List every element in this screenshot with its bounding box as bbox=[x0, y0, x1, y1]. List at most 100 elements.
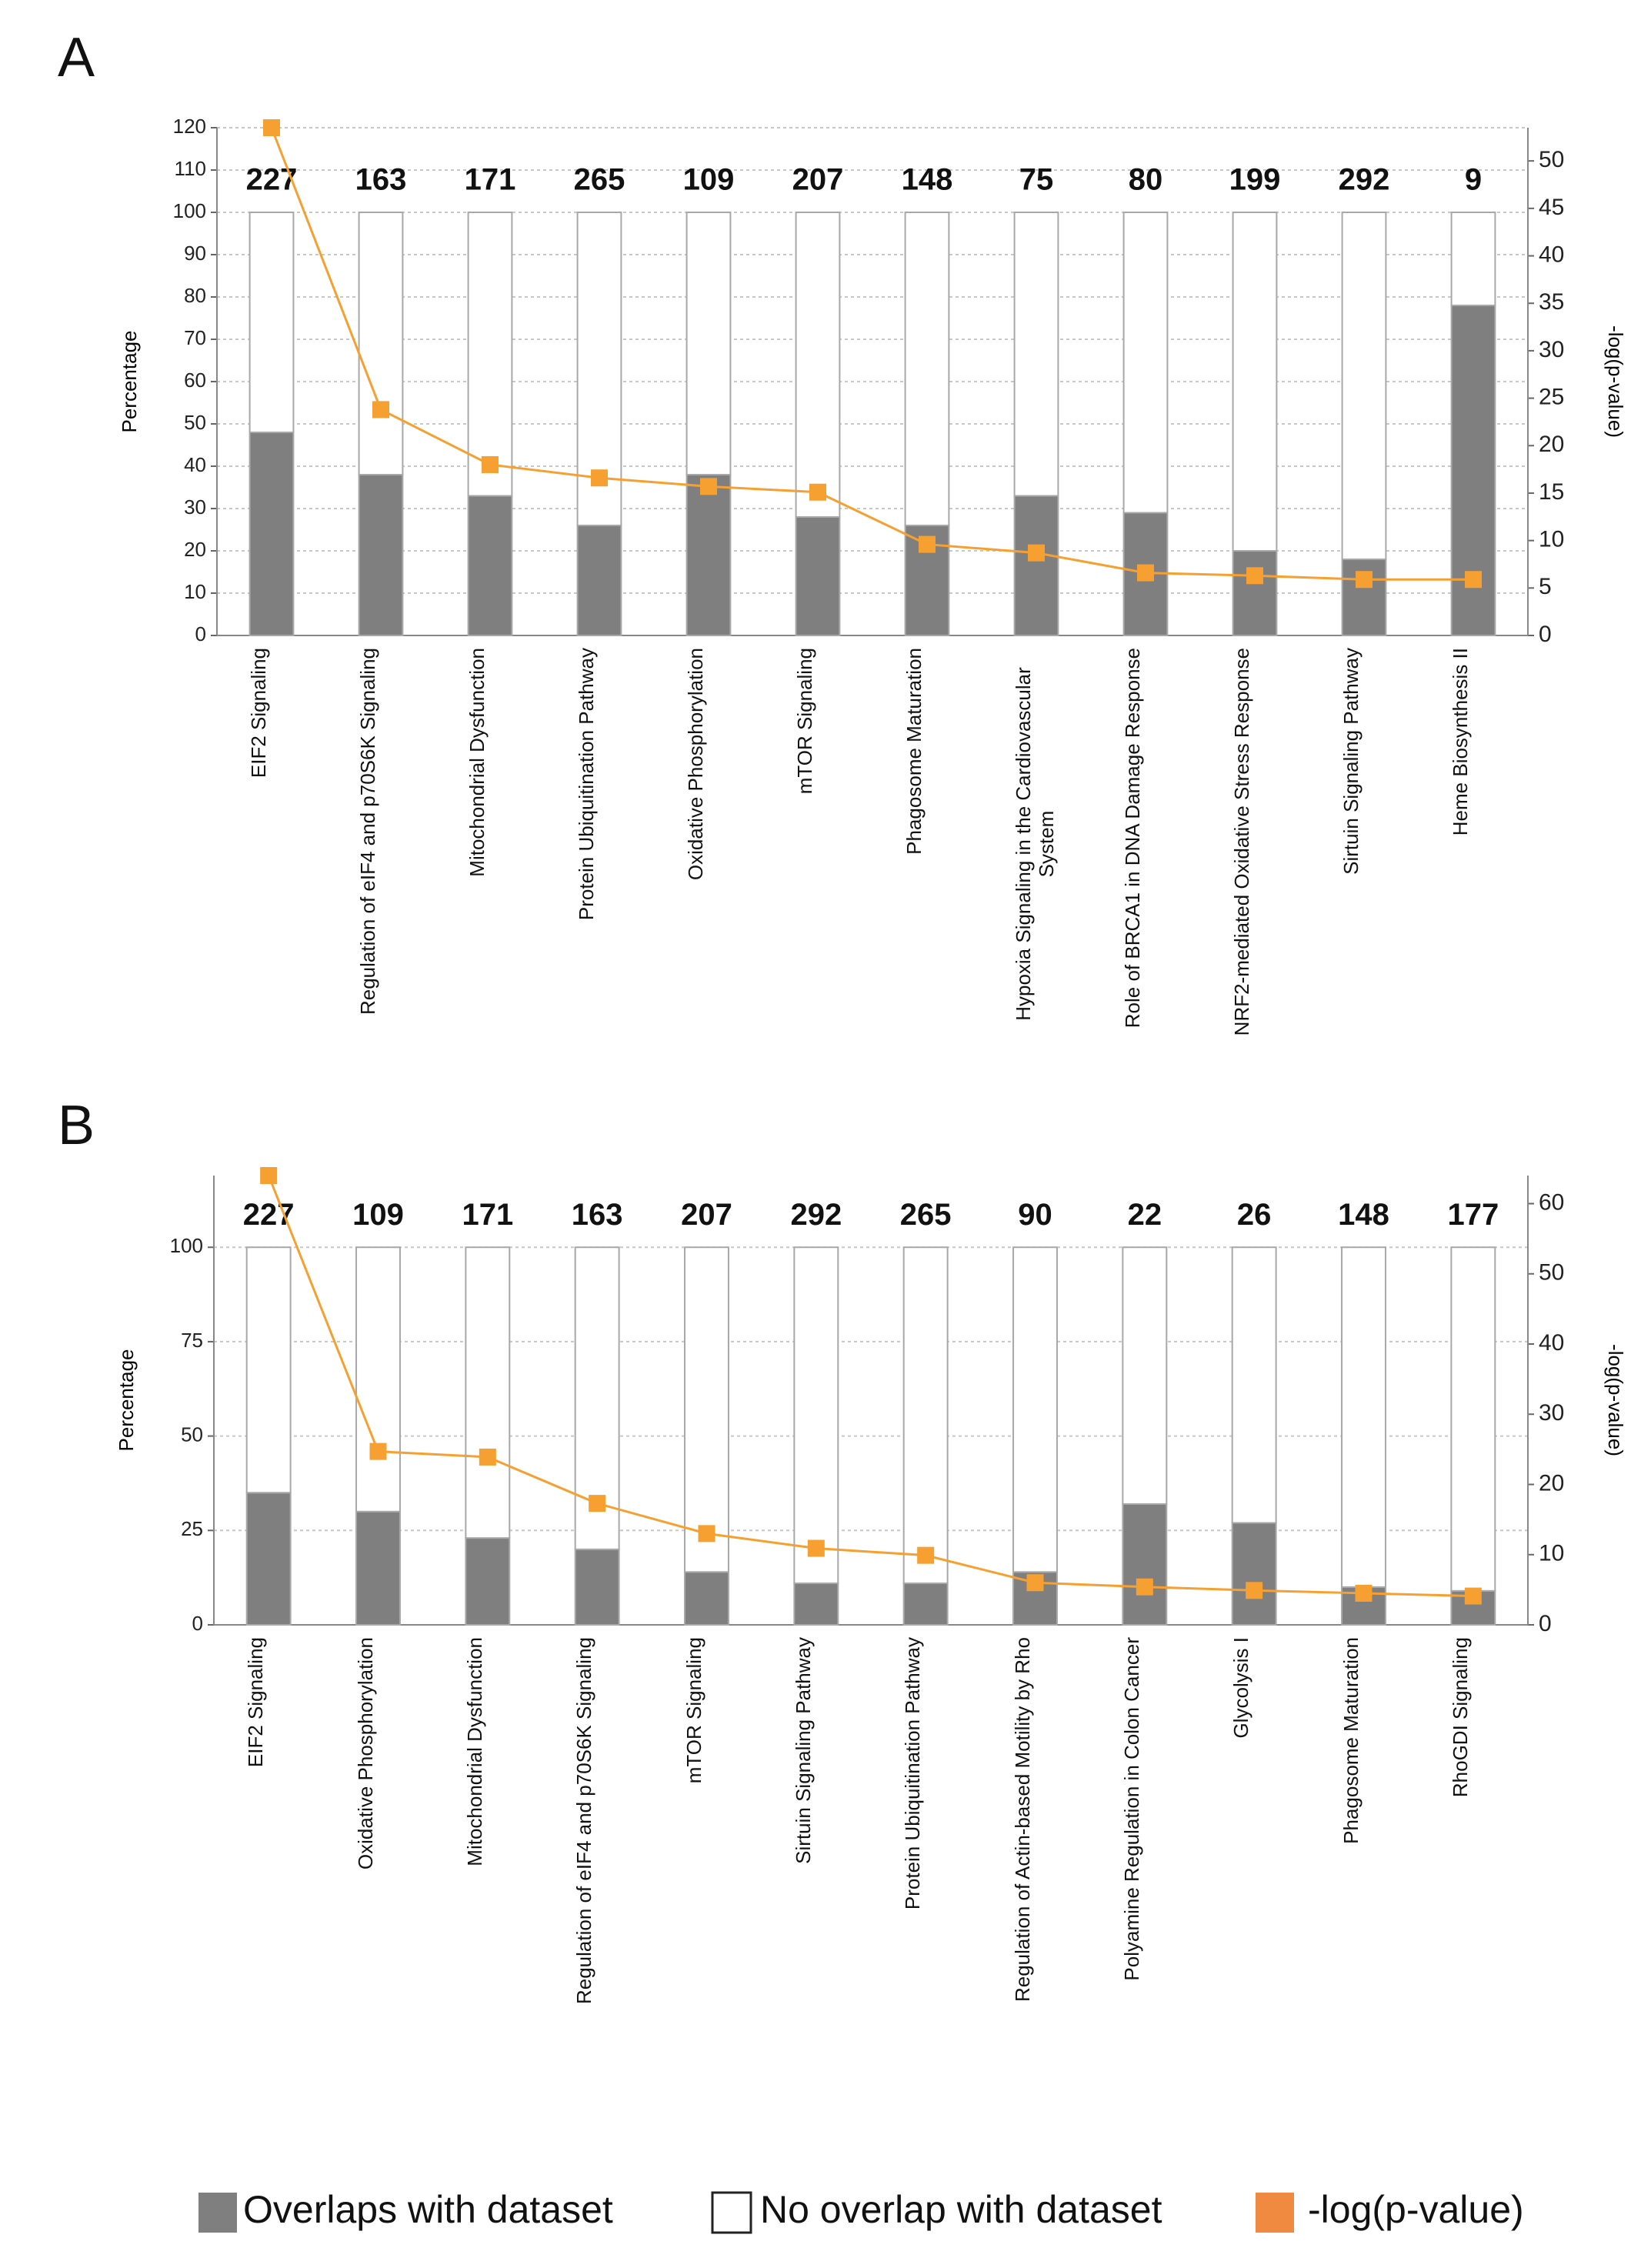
bar-total-label: 265 bbox=[574, 163, 625, 197]
line-marker bbox=[1137, 564, 1154, 582]
bar-total-label: 171 bbox=[465, 163, 516, 197]
y-tick-label: 80 bbox=[184, 284, 206, 307]
y-tick-label: 70 bbox=[184, 326, 206, 349]
bar-total-label: 109 bbox=[683, 163, 735, 197]
y2-tick-label: 50 bbox=[1539, 147, 1564, 172]
bar-segment bbox=[1122, 1246, 1168, 1505]
bar-segment bbox=[1013, 212, 1059, 497]
y2-tick-label: 10 bbox=[1539, 527, 1564, 552]
x-tick-text: EIF2 Signaling bbox=[247, 648, 270, 779]
x-tick-label: Protein Ubiquitination Pathway bbox=[901, 1637, 950, 2114]
bar-total-label: 22 bbox=[1128, 1198, 1162, 1232]
y-tick-label: 50 bbox=[184, 411, 206, 434]
x-tick-text: Regulation of Actin-based Motility by Rh… bbox=[1010, 1637, 1034, 2003]
bar-total-label: 90 bbox=[1018, 1198, 1052, 1232]
line-marker bbox=[369, 1443, 387, 1460]
x-tick-label: Phagosome Maturation bbox=[1339, 1637, 1389, 2114]
bar-segment bbox=[1122, 1503, 1168, 1626]
x-tick-label: EIF2 Signaling bbox=[247, 648, 296, 1063]
y2-tick-label: 20 bbox=[1539, 1470, 1564, 1496]
y2-tick-label: 35 bbox=[1539, 289, 1564, 315]
line-marker bbox=[1026, 1574, 1044, 1592]
x-tick-text: mTOR Signaling bbox=[793, 648, 816, 795]
x-tick-label: Heme Biosynthesis II bbox=[1449, 648, 1498, 1063]
x-tick-text: RhoGDI Signaling bbox=[1448, 1637, 1472, 1798]
bar-segment bbox=[904, 212, 950, 526]
bar-segment bbox=[1450, 212, 1496, 306]
x-tick-text: Oxidative Phosphorylation bbox=[684, 648, 707, 881]
y-tick-label: 30 bbox=[184, 495, 206, 519]
y2-tick-label: 60 bbox=[1539, 1189, 1564, 1215]
bar-total-label: 80 bbox=[1129, 163, 1163, 197]
bar-total-label: 109 bbox=[352, 1198, 404, 1232]
y2-tick-label: 45 bbox=[1539, 195, 1564, 220]
y-tick-label: 50 bbox=[181, 1423, 203, 1446]
line-marker bbox=[1356, 571, 1373, 589]
bar-total-label: 227 bbox=[243, 1198, 295, 1232]
bar-segment bbox=[1231, 1522, 1277, 1626]
x-tick-text: Oxidative Phosphorylation bbox=[353, 1637, 377, 1870]
line-marker bbox=[1464, 1587, 1482, 1605]
y-tick-label: 60 bbox=[184, 369, 206, 392]
line-marker bbox=[917, 1546, 935, 1564]
line-marker bbox=[807, 1539, 825, 1557]
legend-swatch bbox=[1256, 2193, 1294, 2233]
bar-total-label: 292 bbox=[790, 1198, 842, 1232]
legend-label: No overlap with dataset bbox=[760, 2188, 1162, 2231]
line-marker bbox=[809, 483, 826, 501]
y2-tick-label: 40 bbox=[1539, 242, 1564, 267]
x-tick-text: Polyamine Regulation in Colon Cancer bbox=[1119, 1637, 1143, 1981]
x-tick-text: mTOR Signaling bbox=[682, 1637, 705, 1784]
x-tick-label: Sirtuin Signaling Pathway bbox=[792, 1637, 841, 2114]
line-marker bbox=[591, 469, 608, 487]
bar-segment bbox=[795, 212, 841, 518]
line-marker bbox=[919, 535, 936, 553]
y-tick-label: 90 bbox=[184, 242, 206, 265]
y2-tick-label: 5 bbox=[1539, 574, 1552, 599]
legend-label: -log(p-value) bbox=[1308, 2188, 1524, 2231]
y-tick-label: 110 bbox=[175, 157, 206, 180]
x-tick-text: Phagosome Maturation bbox=[902, 648, 926, 855]
x-tick-label: Mitochondrial Dysfunction bbox=[465, 648, 515, 1063]
line-marker bbox=[698, 1525, 715, 1543]
y-tick-label: 10 bbox=[184, 580, 206, 603]
y2-tick-label: 0 bbox=[1539, 622, 1552, 647]
x-tick-label: Regulation of eIF4 and p70S6K Signaling bbox=[356, 648, 405, 1063]
bar-segment bbox=[1341, 559, 1387, 636]
bar-segment bbox=[1450, 1246, 1496, 1592]
x-tick-label: Mitochondrial Dysfunction bbox=[463, 1637, 512, 2114]
bar-segment bbox=[1232, 550, 1278, 636]
bar-segment bbox=[1341, 1246, 1386, 1588]
bar-segment bbox=[245, 1492, 292, 1626]
bar-segment bbox=[1341, 212, 1387, 560]
bar-total-label: 26 bbox=[1237, 1198, 1272, 1232]
x-tick-label: Phagosome Maturation bbox=[902, 648, 952, 1063]
y2-tick-label: 20 bbox=[1539, 432, 1564, 457]
line-marker bbox=[1246, 567, 1263, 585]
x-tick-text: Hypoxia Signaling in the Cardiovascular … bbox=[1012, 667, 1058, 1021]
line-marker bbox=[1465, 571, 1482, 589]
x-tick-text: Mitochondrial Dysfunction bbox=[462, 1637, 486, 1866]
x-tick-text: Glycolysis I bbox=[1229, 1637, 1253, 1739]
line-marker bbox=[589, 1495, 606, 1513]
x-tick-label: EIF2 Signaling bbox=[244, 1637, 293, 2114]
y-tick-label: 75 bbox=[181, 1329, 203, 1352]
line-marker bbox=[260, 1167, 278, 1184]
bar-total-label: 75 bbox=[1019, 163, 1054, 197]
y-tick-label: 25 bbox=[181, 1517, 203, 1540]
line-marker bbox=[1355, 1584, 1373, 1602]
bar-total-label: 199 bbox=[1229, 163, 1281, 197]
line bbox=[270, 127, 1473, 581]
line-marker bbox=[700, 478, 717, 495]
y2-tick-label: 30 bbox=[1539, 337, 1564, 362]
bar-total-label: 148 bbox=[902, 163, 953, 197]
bar-total-label: 227 bbox=[246, 163, 298, 197]
bar-segment bbox=[1122, 212, 1169, 514]
panel-label: B bbox=[58, 1095, 95, 1156]
bar-segment bbox=[248, 212, 295, 433]
bar-total-label: 177 bbox=[1447, 1198, 1499, 1232]
x-tick-text: EIF2 Signaling bbox=[244, 1637, 268, 1768]
x-tick-label: mTOR Signaling bbox=[793, 648, 842, 1063]
